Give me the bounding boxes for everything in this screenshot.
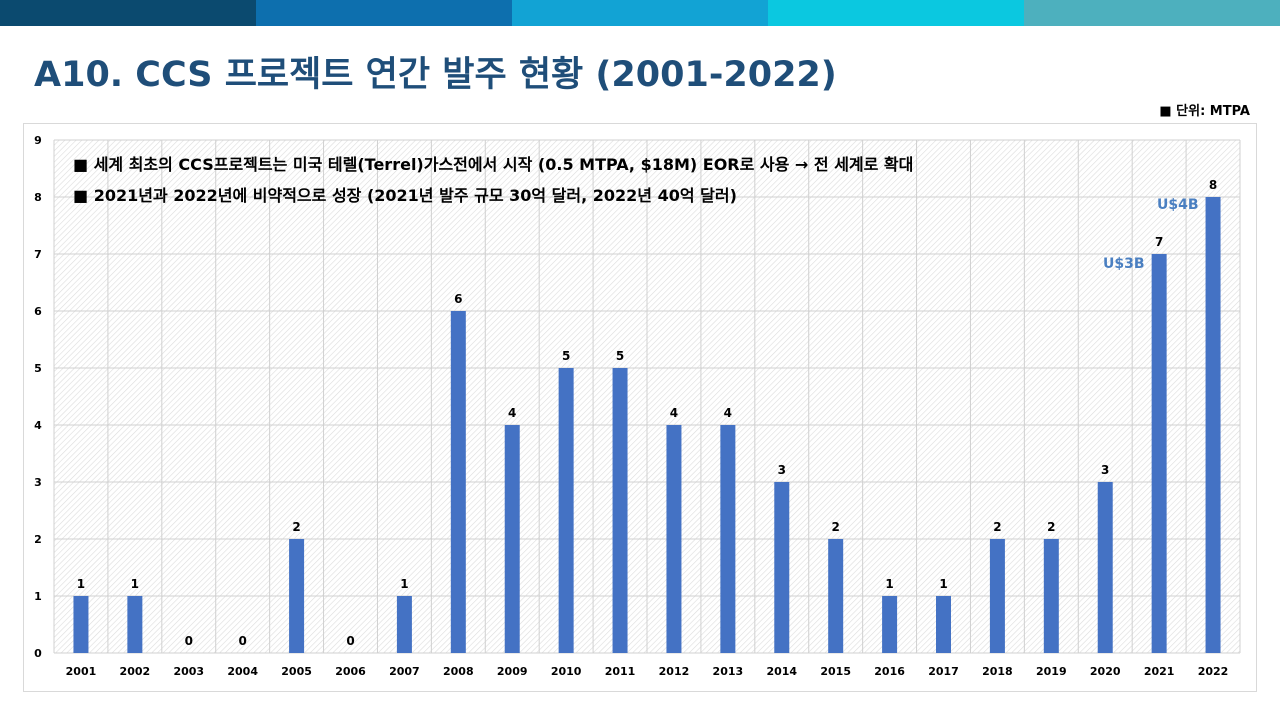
color-segment-3 (512, 0, 768, 26)
data-label-2005: 2 (292, 520, 300, 534)
x-tick-label-2019: 2019 (1036, 665, 1067, 678)
x-tick-label-2015: 2015 (820, 665, 851, 678)
bar-2012 (666, 425, 682, 653)
bars (73, 197, 1221, 653)
data-label-2006: 0 (346, 634, 354, 648)
x-axis-ticks: 2001 2002 2003 2004 2005 2006 2007 2008 2009 2010… (66, 665, 1229, 678)
x-tick-label-2014: 2014 (766, 665, 797, 678)
bar-2010 (558, 368, 574, 653)
annotation-2021: U$3B (1103, 256, 1145, 272)
x-tick-label-2002: 2002 (120, 665, 151, 678)
y-tick-label: 1 (34, 590, 42, 603)
y-tick-label: 5 (34, 362, 42, 375)
data-label-2004: 0 (239, 634, 247, 648)
y-tick-label: 8 (34, 191, 42, 204)
grid-lines (53, 139, 1241, 654)
bar-2014 (774, 482, 790, 653)
data-label-2007: 1 (400, 577, 408, 591)
y-tick-label: 7 (34, 248, 42, 261)
x-tick-label-2008: 2008 (443, 665, 474, 678)
x-tick-label-2007: 2007 (389, 665, 420, 678)
data-label-2008: 6 (454, 292, 462, 306)
note-1: ■ 세계 최초의 CCS프로젝트는 미국 테렐(Terrel)가스전에서 시작 … (73, 155, 914, 174)
bar-2008 (450, 311, 466, 653)
data-label-2022: 8 (1209, 178, 1217, 192)
data-label-2012: 4 (670, 406, 678, 420)
color-segment-4 (768, 0, 1024, 26)
y-tick-label: 3 (34, 476, 42, 489)
color-segment-5 (1024, 0, 1280, 26)
bar-2019 (1043, 539, 1059, 653)
color-segment-1 (0, 0, 256, 26)
bar-2007 (396, 596, 412, 653)
bar-2016 (882, 596, 898, 653)
bar-2021 (1151, 254, 1167, 653)
data-label-2003: 0 (185, 634, 193, 648)
data-label-2018: 2 (993, 520, 1001, 534)
unit-label: ■ 단위: MTPA (1159, 104, 1250, 119)
y-tick-label: 0 (34, 647, 42, 660)
bar-2002 (127, 596, 143, 653)
data-label-2020: 3 (1101, 463, 1109, 477)
note-2: ■ 2021년과 2022년에 비약적으로 성장 (2021년 발주 규모 30… (73, 186, 737, 205)
bar-2009 (504, 425, 520, 653)
top-color-bar (0, 0, 1280, 26)
bar-2011 (612, 368, 628, 653)
data-label-2014: 3 (778, 463, 786, 477)
bar-2001 (73, 596, 89, 653)
x-tick-label-2017: 2017 (928, 665, 959, 678)
data-label-2016: 1 (885, 577, 893, 591)
y-axis-ticks: 0 1 2 3 4 5 6 7 8 9 (34, 134, 42, 660)
data-label-2010: 5 (562, 349, 570, 363)
x-tick-label-2013: 2013 (713, 665, 744, 678)
x-tick-label-2012: 2012 (659, 665, 690, 678)
bar-2018 (989, 539, 1005, 653)
y-tick-label: 9 (34, 134, 42, 147)
x-tick-label-2016: 2016 (874, 665, 905, 678)
data-label-2011: 5 (616, 349, 624, 363)
bar-2015 (828, 539, 844, 653)
x-tick-label-2001: 2001 (66, 665, 97, 678)
data-label-2017: 1 (939, 577, 947, 591)
data-labels: 1 1 0 0 2 0 1 6 4 5 5 4 4 3 2 1 1 2 2 3 7 8 (77, 178, 1217, 648)
x-tick-label-2011: 2011 (605, 665, 636, 678)
x-tick-label-2009: 2009 (497, 665, 528, 678)
data-label-2013: 4 (724, 406, 732, 420)
color-segment-2 (256, 0, 512, 26)
data-label-2002: 1 (131, 577, 139, 591)
bar-2022 (1205, 197, 1221, 653)
x-tick-label-2005: 2005 (281, 665, 312, 678)
data-label-2015: 2 (832, 520, 840, 534)
x-tick-label-2006: 2006 (335, 665, 366, 678)
data-label-2001: 1 (77, 577, 85, 591)
x-tick-label-2020: 2020 (1090, 665, 1121, 678)
data-label-2019: 2 (1047, 520, 1055, 534)
y-tick-label: 2 (34, 533, 42, 546)
x-tick-label-2010: 2010 (551, 665, 582, 678)
y-tick-label: 6 (34, 305, 42, 318)
annotation-2022: U$4B (1157, 197, 1199, 213)
y-tick-label: 4 (34, 419, 42, 432)
bar-2020 (1097, 482, 1113, 653)
x-tick-label-2021: 2021 (1144, 665, 1175, 678)
x-tick-label-2003: 2003 (173, 665, 204, 678)
data-label-2021: 7 (1155, 235, 1163, 249)
bar-2017 (936, 596, 951, 653)
page-title: A10. CCS 프로젝트 연간 발주 현황 (2001-2022) (34, 55, 837, 95)
x-tick-label-2022: 2022 (1198, 665, 1229, 678)
data-label-2009: 4 (508, 406, 516, 420)
chart-notes: ■ 세계 최초의 CCS프로젝트는 미국 테렐(Terrel)가스전에서 시작 … (73, 149, 913, 211)
bar-2005 (289, 539, 305, 653)
x-tick-label-2004: 2004 (227, 665, 258, 678)
bar-2013 (720, 425, 736, 653)
x-tick-label-2018: 2018 (982, 665, 1013, 678)
